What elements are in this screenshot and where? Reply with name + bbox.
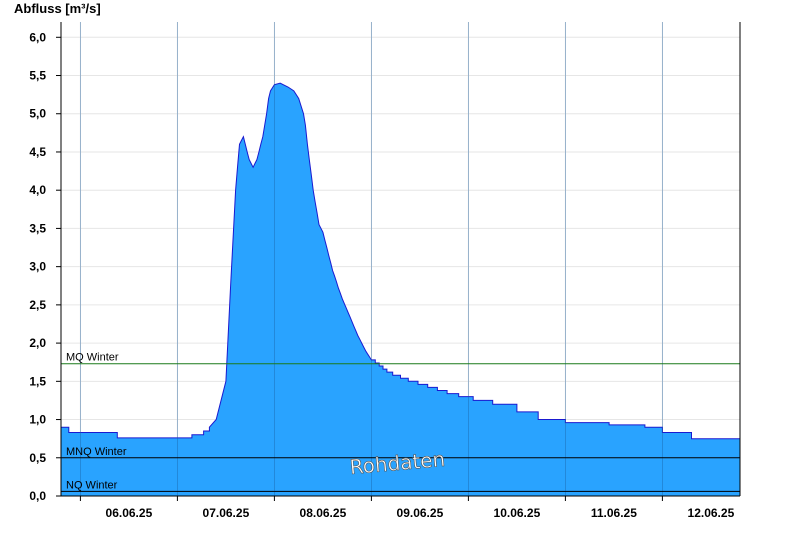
discharge-area [61, 82, 740, 496]
y-tick-label-12: 6,0 [29, 30, 46, 44]
y-axis-title: Abfluss [m³/s] [14, 1, 101, 16]
axes [60, 22, 741, 497]
y-tick-label-11: 5,5 [29, 69, 46, 83]
y-tick-label-0: 0,0 [29, 489, 46, 503]
y-tick-label-5: 2,5 [29, 298, 46, 312]
x-tick-label-5: 11.06.25 [591, 506, 637, 520]
y-tick-label-4: 2,0 [29, 336, 46, 350]
y-tick-label-6: 3,0 [29, 260, 46, 274]
day-dividers [80, 22, 663, 496]
x-tick-label-3: 09.06.25 [397, 506, 444, 520]
y-tick-label-1: 0,5 [29, 451, 46, 465]
ref-line-label-0: MQ Winter [66, 352, 119, 364]
x-tick-label-2: 08.06.25 [300, 506, 347, 520]
reference-lines: MQ Winter MNQ Winter NQ Winter [61, 352, 740, 492]
x-tick-label-1: 07.06.25 [203, 506, 250, 520]
series-line-0 [61, 82, 740, 440]
y-tick-label-8: 4,0 [29, 183, 46, 197]
y-tick-label-3: 1,5 [29, 374, 46, 388]
x-tick-labels: 06.06.25 07.06.25 08.06.25 09.06.25 10.06.25… [79, 496, 735, 520]
series-area-0 [61, 83, 740, 496]
y-tick-label-10: 5,0 [29, 107, 46, 121]
ref-line-label-2: NQ Winter [66, 479, 118, 491]
y-tick-label-2: 1,0 [29, 413, 46, 427]
x-tick-label-6: 12.06.25 [688, 506, 735, 520]
x-tick-label-4: 10.06.25 [494, 506, 541, 520]
y-tick-label-7: 3,5 [29, 221, 46, 235]
y-tick-labels: 0,0 0,5 1,0 1,5 2,0 2,5 3,0 3,5 4,0 4,5 5,0 5,5 6,0 [29, 30, 61, 503]
x-tick-label-0: 06.06.25 [106, 506, 153, 520]
ref-line-label-1: MNQ Winter [66, 446, 127, 458]
y-tick-label-9: 4,5 [29, 145, 46, 159]
